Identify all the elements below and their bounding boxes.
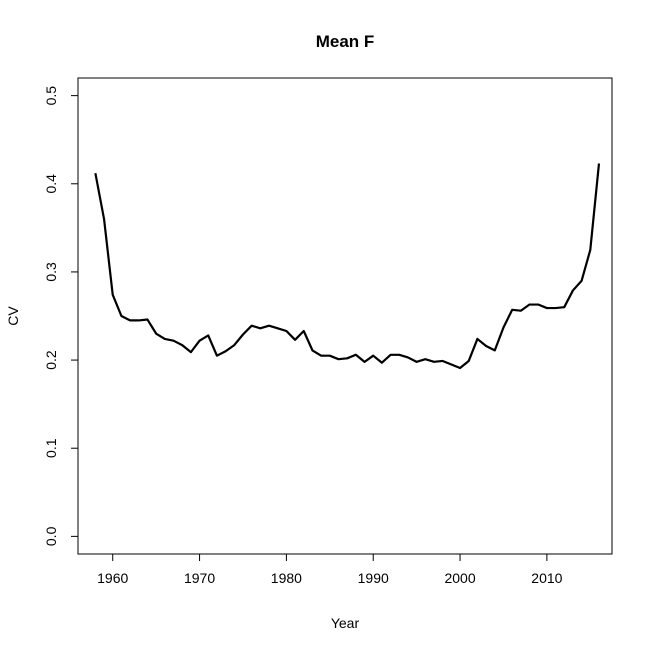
y-tick-label: 0.5 <box>43 86 59 106</box>
x-tick-label: 2010 <box>531 570 562 586</box>
y-axis: 0.0 0.1 0.2 0.3 0.4 0.5 <box>43 86 79 546</box>
series-line-0 <box>94 163 601 370</box>
y-tick-label: 0.4 <box>43 174 59 194</box>
series-layer <box>94 163 601 370</box>
plot-frame <box>77 77 613 555</box>
x-tick-label: 1960 <box>97 570 128 586</box>
x-tick-label: 1990 <box>358 570 389 586</box>
x-axis-label: Year <box>331 615 360 631</box>
x-tick-label: 2000 <box>444 570 475 586</box>
y-tick-label: 0.2 <box>43 350 59 370</box>
x-tick-label: 1980 <box>271 570 302 586</box>
y-tick-label: 0.0 <box>43 526 59 546</box>
x-axis: 1960 1970 1980 1990 2000 2010 <box>97 553 563 586</box>
y-tick-label: 0.3 <box>43 262 59 282</box>
y-tick-label: 0.1 <box>43 438 59 458</box>
x-tick-label: 1970 <box>184 570 215 586</box>
chart-title: Mean F <box>316 32 375 51</box>
y-axis-label: CV <box>5 306 21 326</box>
